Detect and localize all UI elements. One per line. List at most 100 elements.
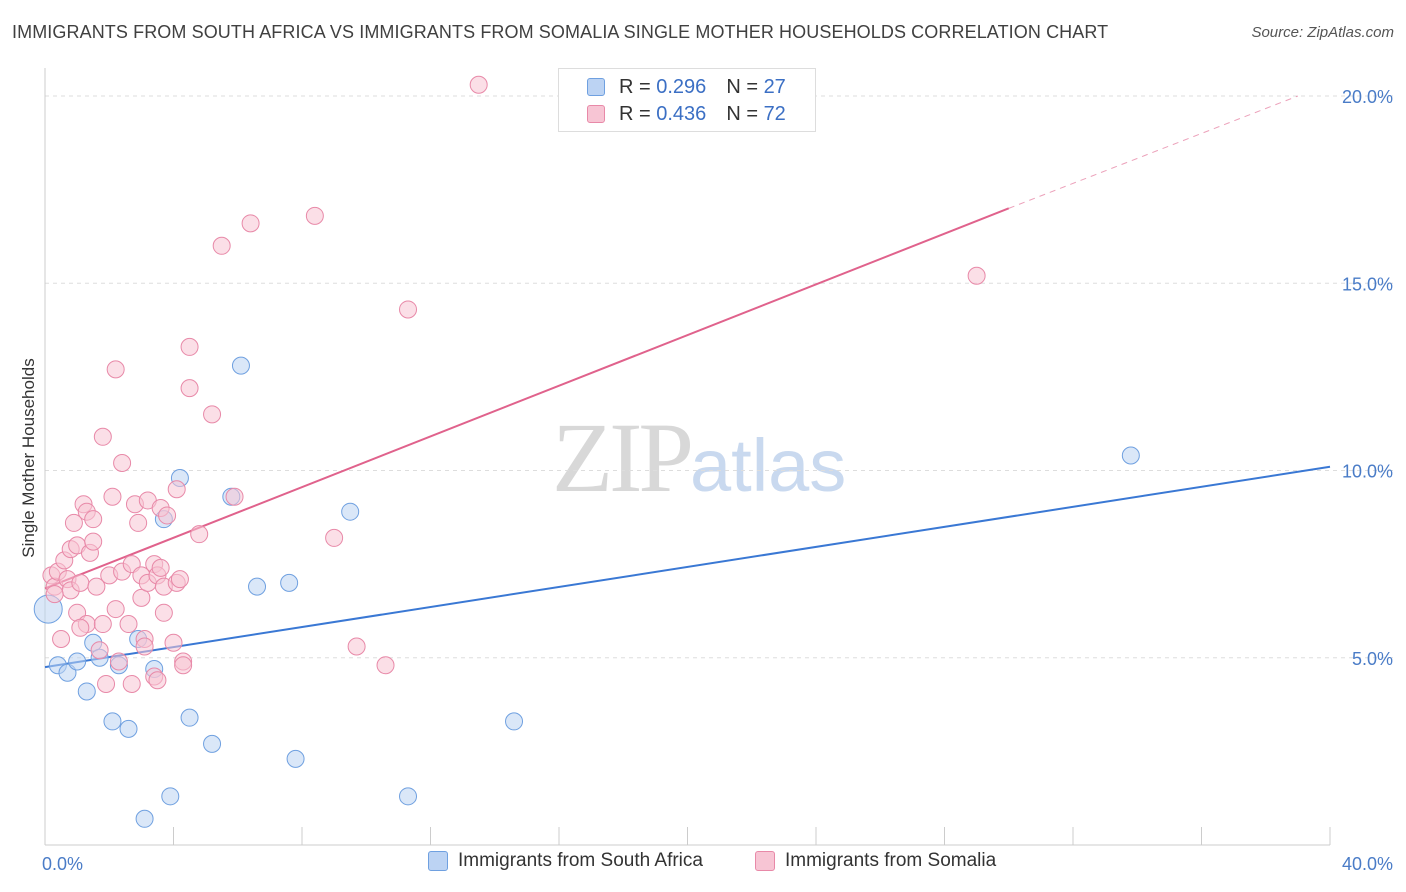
y-tick-label-15: 15.0% <box>1342 274 1393 294</box>
y-tick-label-5: 5.0% <box>1352 649 1393 669</box>
series-legend: Immigrants from South Africa Immigrants … <box>0 850 1406 880</box>
point-somalia-26 <box>106 360 125 379</box>
point-somalia-19 <box>90 641 109 660</box>
legend-r-label: R = <box>619 75 651 98</box>
source-label: Source: ZipAtlas.com <box>1251 24 1394 41</box>
point-south-africa-7 <box>103 712 122 731</box>
point-somalia-66 <box>376 656 395 675</box>
legend-row-somalia: R = 0.436 N = 72 <box>587 101 786 127</box>
point-somalia-43 <box>148 671 167 690</box>
point-somalia-62 <box>241 214 260 233</box>
series-legend-south-africa: Immigrants from South Africa <box>428 850 703 872</box>
legend-n-value-2: 72 <box>763 102 786 125</box>
point-south-africa-21 <box>280 573 299 592</box>
point-somalia-17 <box>84 532 103 551</box>
point-south-africa-4 <box>77 682 96 701</box>
grid-lines <box>45 95 1395 659</box>
point-somalia-30 <box>119 615 138 634</box>
axis-labels: 5.0% 10.0% 15.0% 20.0% 0.0% 40.0% Single Mothe… <box>19 87 1393 874</box>
watermark: ZIPatlas <box>552 400 846 515</box>
trendline-somalia-extension <box>1008 95 1299 209</box>
point-south-africa-25 <box>505 712 524 731</box>
point-south-africa-3 <box>68 652 87 671</box>
axes <box>44 68 1331 846</box>
chart-title: IMMIGRANTS FROM SOUTH AFRICA VS IMMIGRAN… <box>12 22 1109 42</box>
point-somalia-27 <box>109 652 128 671</box>
point-south-africa-16 <box>180 708 199 727</box>
point-somalia-63 <box>305 206 324 225</box>
point-somalia-8 <box>64 513 83 532</box>
x-tick-label-min: 0.0% <box>42 854 83 874</box>
point-somalia-56 <box>180 337 199 356</box>
point-somalia-50 <box>164 633 183 652</box>
point-somalia-53 <box>170 570 189 589</box>
point-somalia-22 <box>97 674 116 693</box>
point-south-africa-11 <box>135 809 154 828</box>
point-south-africa-23 <box>341 502 360 521</box>
watermark-atlas: atlas <box>690 424 847 507</box>
point-somalia-49 <box>158 506 177 525</box>
point-somalia-64 <box>325 528 344 547</box>
point-south-africa-19 <box>231 356 250 375</box>
point-south-africa-24 <box>399 787 418 806</box>
point-somalia-35 <box>132 588 151 607</box>
point-somalia-57 <box>180 379 199 398</box>
series-legend-label-2: Immigrants from Somalia <box>785 850 997 871</box>
point-south-africa-14 <box>161 787 180 806</box>
point-somalia-55 <box>174 656 193 675</box>
point-somalia-52 <box>167 480 186 499</box>
correlation-legend: R = 0.296 N = 27 R = 0.436 N = 72 <box>558 68 816 132</box>
point-somalia-61 <box>225 487 244 506</box>
point-somalia-67 <box>399 300 418 319</box>
data-points <box>33 75 1140 828</box>
legend-swatch-pink <box>587 105 605 123</box>
point-somalia-24 <box>103 487 122 506</box>
point-somalia-18 <box>87 577 106 596</box>
y-axis-label: Single Mother Households <box>19 358 38 557</box>
point-somalia-70 <box>45 585 64 604</box>
legend-n-label: N = <box>726 75 758 98</box>
series-swatch-pink <box>755 851 775 871</box>
point-somalia-11 <box>71 573 90 592</box>
point-somalia-29 <box>113 454 132 473</box>
point-somalia-59 <box>203 405 222 424</box>
point-somalia-58 <box>190 525 209 544</box>
point-somalia-46 <box>151 558 170 577</box>
point-somalia-69 <box>967 266 986 285</box>
point-somalia-71 <box>71 618 90 637</box>
point-somalia-31 <box>122 674 141 693</box>
trend-lines <box>44 95 1331 669</box>
legend-swatch-blue <box>587 78 605 96</box>
point-somalia-16 <box>84 510 103 529</box>
legend-r-value-1: 0.296 <box>656 75 707 98</box>
watermark-zip: ZIP <box>552 402 694 513</box>
y-tick-label-10: 10.0% <box>1342 462 1393 482</box>
point-somalia-20 <box>93 427 112 446</box>
point-somalia-34 <box>129 513 148 532</box>
legend-row-south-africa: R = 0.296 N = 27 <box>587 74 786 100</box>
series-legend-label-1: Immigrants from South Africa <box>458 850 703 871</box>
x-tick-label-max: 40.0% <box>1342 854 1393 874</box>
point-south-africa-17 <box>203 734 222 753</box>
point-somalia-68 <box>469 75 488 94</box>
point-south-africa-9 <box>119 719 138 738</box>
legend-r-value-2: 0.436 <box>656 102 707 125</box>
point-somalia-38 <box>135 637 154 656</box>
point-somalia-21 <box>93 615 112 634</box>
legend-r-label: R = <box>619 102 651 125</box>
point-somalia-48 <box>154 603 173 622</box>
series-swatch-blue <box>428 851 448 871</box>
point-south-africa-22 <box>286 749 305 768</box>
point-somalia-3 <box>52 630 71 649</box>
point-south-africa-20 <box>248 577 267 596</box>
y-tick-label-20: 20.0% <box>1342 87 1393 107</box>
point-somalia-60 <box>212 236 231 255</box>
point-somalia-65 <box>347 637 366 656</box>
trendline-south-africa <box>44 465 1331 669</box>
trendline-somalia <box>44 207 1010 590</box>
legend-n-label: N = <box>726 102 758 125</box>
point-somalia-25 <box>106 600 125 619</box>
point-south-africa-26 <box>1121 446 1140 465</box>
series-legend-somalia: Immigrants from Somalia <box>755 850 996 872</box>
